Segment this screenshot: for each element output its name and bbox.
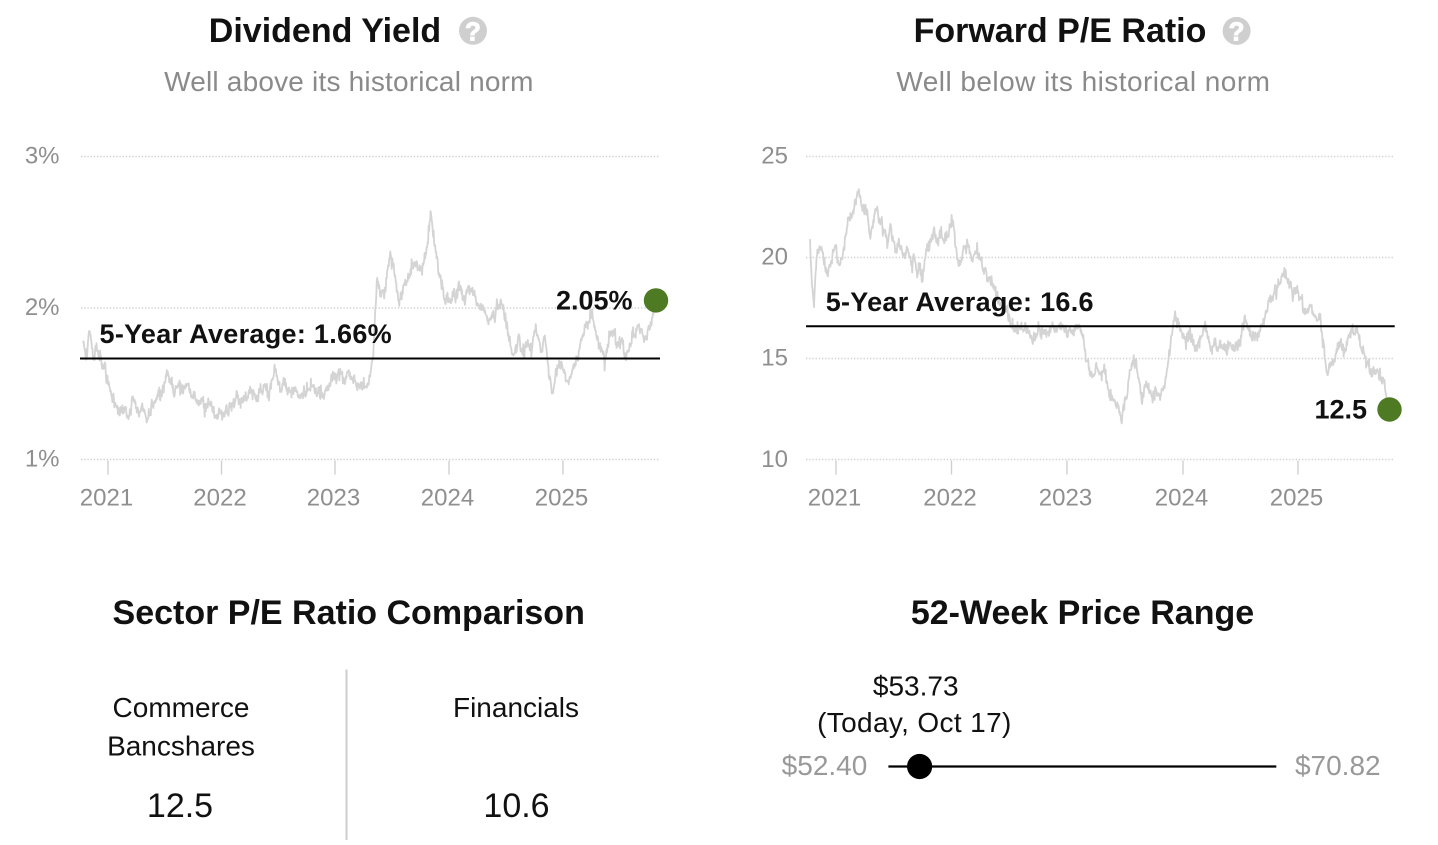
svg-text:Forward P/E Ratio: Forward P/E Ratio (914, 12, 1207, 50)
svg-text:2021: 2021 (808, 485, 861, 512)
svg-text:Well below its historical norm: Well below its historical norm (896, 66, 1270, 97)
svg-text:?: ? (465, 16, 481, 46)
svg-text:$53.73: $53.73 (873, 671, 959, 702)
svg-text:10: 10 (761, 446, 788, 473)
svg-text:2022: 2022 (193, 485, 246, 512)
svg-text:(Today, Oct 17): (Today, Oct 17) (817, 707, 1012, 738)
svg-text:$52.40: $52.40 (782, 750, 868, 781)
svg-text:2025: 2025 (535, 485, 588, 512)
svg-text:15: 15 (761, 345, 788, 372)
svg-text:Dividend Yield: Dividend Yield (209, 12, 441, 50)
svg-text:Financials: Financials (453, 692, 579, 723)
svg-text:5-Year Average: 1.66%: 5-Year Average: 1.66% (100, 319, 392, 349)
svg-text:?: ? (1229, 16, 1245, 46)
svg-text:2.05%: 2.05% (556, 286, 633, 316)
svg-text:$70.82: $70.82 (1295, 750, 1381, 781)
svg-text:25: 25 (761, 143, 788, 170)
svg-text:2024: 2024 (421, 485, 474, 512)
svg-text:1%: 1% (25, 446, 60, 473)
svg-text:2%: 2% (25, 294, 60, 321)
svg-text:Sector P/E Ratio Comparison: Sector P/E Ratio Comparison (113, 594, 585, 632)
svg-text:52-Week Price Range: 52-Week Price Range (911, 594, 1254, 632)
svg-text:2021: 2021 (80, 485, 133, 512)
svg-text:3%: 3% (25, 143, 60, 170)
svg-text:12.5: 12.5 (1314, 395, 1367, 425)
svg-text:Commerce: Commerce (113, 692, 250, 723)
svg-text:Well above its historical norm: Well above its historical norm (164, 66, 534, 97)
svg-text:2025: 2025 (1270, 485, 1323, 512)
svg-text:2024: 2024 (1155, 485, 1208, 512)
svg-text:12.5: 12.5 (147, 787, 213, 825)
svg-text:5-Year Average: 16.6: 5-Year Average: 16.6 (826, 287, 1094, 317)
svg-text:Bancshares: Bancshares (107, 731, 255, 762)
svg-text:2023: 2023 (1039, 485, 1092, 512)
svg-text:20: 20 (761, 244, 788, 271)
svg-text:10.6: 10.6 (483, 787, 549, 825)
svg-text:2023: 2023 (307, 485, 360, 512)
svg-text:2022: 2022 (923, 485, 976, 512)
